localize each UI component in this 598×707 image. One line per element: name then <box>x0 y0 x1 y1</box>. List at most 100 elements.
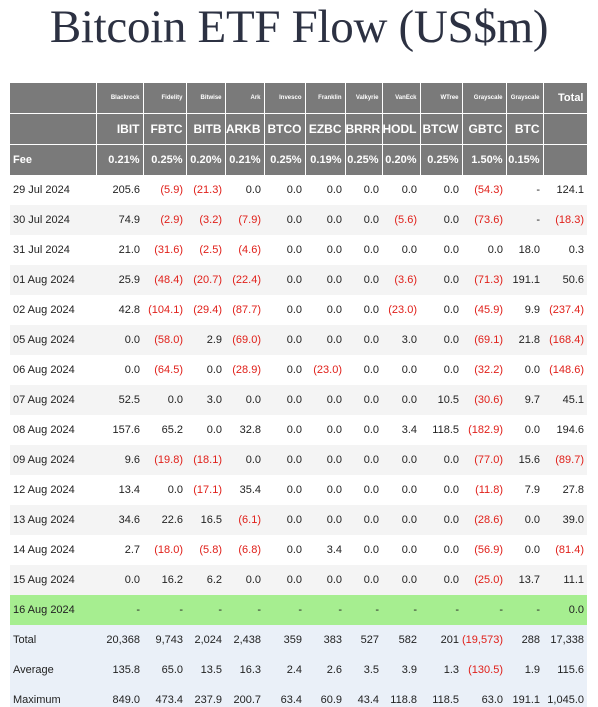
summary-row: Total 20,368 9,743 2,024 2,438 359 383 527 582 20… <box>10 625 587 655</box>
flow-cell-text: 191.1 <box>512 274 540 286</box>
flow-cell: 13.4 <box>96 475 143 505</box>
flow-cell-text: (3.2) <box>199 214 222 226</box>
flow-cell-text: 0.0 <box>286 574 302 586</box>
summary-cell-text: 118.5 <box>432 694 459 706</box>
summary-cell-text: 582 <box>398 634 417 646</box>
flow-cell: 0.0 <box>186 355 225 385</box>
flow-cell-text: (6.8) <box>238 544 261 556</box>
fee-row: Fee 0.21% 0.25% 0.20% 0.21% 0.25% 0.19% 0.25% 0.… <box>10 144 588 175</box>
flow-cell: 21.8 <box>506 325 543 355</box>
flow-cell-text: 15.6 <box>518 454 540 466</box>
flow-cell: 0.0 <box>264 535 305 565</box>
summary-cell: 135.8 <box>96 655 143 685</box>
summary-label: Average <box>10 655 96 685</box>
etf-flow-table: Blackrock Fidelity Bitwise Ark Invesco Frankl… <box>10 83 588 707</box>
flow-cell: 0.0 <box>345 355 382 385</box>
flow-cell-text: - <box>536 214 540 226</box>
summary-total-cell: 17,338 <box>543 625 587 655</box>
flow-cell: 0.0 <box>186 415 225 445</box>
flow-cell-text: 0.0 <box>524 424 540 436</box>
date-cell-text: 12 Aug 2024 <box>13 484 75 496</box>
summary-cell: 60.9 <box>305 685 345 707</box>
flow-cell-text: (48.4) <box>154 274 183 286</box>
flow-cell: (7.9) <box>225 205 264 235</box>
issuer-header: Valkyrie <box>345 83 383 114</box>
flow-cell: 32.8 <box>225 415 264 445</box>
flow-cell: 0.0 <box>382 475 420 505</box>
summary-cell-text: 135.8 <box>112 664 140 676</box>
flow-cell: 0.0 <box>420 355 462 385</box>
flow-cell-text: 0.0 <box>401 184 417 196</box>
flow-cell-text: 0.0 <box>326 394 342 406</box>
flow-cell: 0.0 <box>264 415 305 445</box>
flow-cell: 0.0 <box>345 295 382 325</box>
fee-cell: 0.25% <box>420 144 463 175</box>
flow-cell-text: 0.0 <box>524 364 540 376</box>
summary-cell: 473.4 <box>143 685 186 707</box>
flow-cell: 22.6 <box>143 505 186 535</box>
flow-cell-text: 0.0 <box>363 514 379 526</box>
summary-cell-text: 849.0 <box>112 694 140 706</box>
row-total-cell: (168.4) <box>543 325 587 355</box>
flow-cell-text: (29.4) <box>193 304 222 316</box>
flow-cell: (87.7) <box>225 295 264 325</box>
flow-cell: 0.0 <box>345 235 382 265</box>
flow-cell-text: 9.6 <box>124 454 140 466</box>
flow-cell-text: 0.0 <box>443 304 459 316</box>
summary-cell-text: 191.1 <box>512 694 540 706</box>
flow-cell: 52.5 <box>96 385 143 415</box>
flow-cell: 0.0 <box>420 565 462 595</box>
fee-cell: 0.20% <box>186 144 226 175</box>
flow-cell: 157.6 <box>96 415 143 445</box>
flow-cell: 9.9 <box>506 295 543 325</box>
flow-cell: 0.0 <box>264 385 305 415</box>
header-blank-cell <box>543 113 588 145</box>
date-cell-text: 16 Aug 2024 <box>13 604 75 616</box>
total-column-header: Total <box>543 83 588 114</box>
ticker-header-text: IBIT <box>116 122 140 136</box>
flow-cell: 3.4 <box>382 415 420 445</box>
flow-cell-text: 3.0 <box>206 394 222 406</box>
flow-cell: 0.0 <box>345 415 382 445</box>
flow-cell-text: (18.0) <box>154 544 183 556</box>
issuer-header: WTree <box>420 83 463 114</box>
flow-cell: (23.0) <box>382 295 420 325</box>
row-total-cell-text: (237.4) <box>549 304 584 316</box>
flow-cell-text: 0.0 <box>286 364 302 376</box>
flow-cell: 0.0 <box>96 565 143 595</box>
flow-cell-text: - <box>536 604 540 616</box>
issuer-header-text: Ark <box>250 95 261 101</box>
flow-cell-text: (2.5) <box>199 244 222 256</box>
row-total-cell-text: 0.0 <box>568 604 584 616</box>
total-column-header-text: Total <box>558 92 584 104</box>
summary-cell-text: 2.4 <box>286 664 302 676</box>
summary-cell-text: 9,743 <box>155 634 183 646</box>
summary-cell-text: 201 <box>440 634 459 646</box>
row-total-cell: 0.3 <box>543 235 587 265</box>
flow-cell: (28.9) <box>225 355 264 385</box>
flow-cell-text: 0.0 <box>443 244 459 256</box>
flow-cell-text: (69.0) <box>232 334 261 346</box>
summary-cell: 1.3 <box>420 655 462 685</box>
ticker-header: BTCO <box>264 113 306 145</box>
summary-total-cell: 115.6 <box>543 655 587 685</box>
flow-cell: 0.0 <box>382 355 420 385</box>
flow-cell: - <box>225 595 264 625</box>
flow-cell: 2.7 <box>96 535 143 565</box>
flow-cell: 0.0 <box>420 505 462 535</box>
date-cell-text: 29 Jul 2024 <box>13 184 70 196</box>
flow-cell-text: 0.0 <box>363 364 379 376</box>
ticker-header-text: GBTC <box>468 122 503 136</box>
flow-cell-text: 16.5 <box>200 514 222 526</box>
fee-cell-text: 0.25% <box>347 154 379 166</box>
flow-cell-text: 21.8 <box>518 334 540 346</box>
flow-cell-text: 0.0 <box>326 244 342 256</box>
flow-cell-text: (20.7) <box>193 274 222 286</box>
flow-cell: - <box>143 595 186 625</box>
summary-cell: 191.1 <box>506 685 543 707</box>
date-cell-text: 15 Aug 2024 <box>13 574 75 586</box>
flow-cell-text: 0.0 <box>363 214 379 226</box>
flow-cell: (11.8) <box>462 475 506 505</box>
date-cell: 06 Aug 2024 <box>10 355 96 385</box>
summary-cell: 2,024 <box>186 625 225 655</box>
